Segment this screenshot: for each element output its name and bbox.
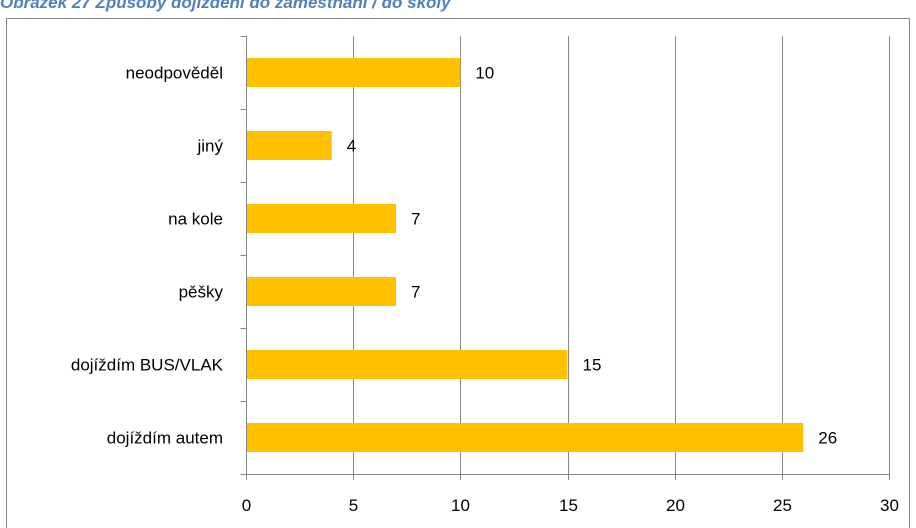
x-tick-label: 5 — [349, 496, 358, 515]
x-tick-label: 15 — [559, 496, 578, 515]
x-tick-label: 0 — [242, 496, 251, 515]
x-tick-label: 10 — [451, 496, 470, 515]
data-label: 4 — [347, 137, 356, 156]
bar-2 — [247, 204, 397, 233]
x-tick-label: 20 — [666, 496, 685, 515]
bar-1 — [247, 131, 332, 160]
category-label: na kole — [168, 210, 223, 229]
x-tick-label: 25 — [773, 496, 792, 515]
category-label: neodpověděl — [126, 64, 223, 83]
bar-4 — [247, 350, 568, 379]
data-label: 7 — [411, 210, 420, 229]
data-label: 10 — [475, 64, 494, 83]
bar-5 — [247, 423, 804, 452]
x-tick-label: 30 — [880, 496, 899, 515]
category-label: pěšky — [179, 283, 224, 302]
data-label: 7 — [411, 283, 420, 302]
bar-3 — [247, 277, 397, 306]
category-label: dojíždím autem — [107, 429, 223, 448]
category-label: jiný — [196, 137, 223, 156]
data-label: 15 — [583, 356, 602, 375]
data-label: 26 — [818, 429, 837, 448]
bar-0 — [247, 58, 461, 87]
figure-caption: Obrázek 27 Způsoby dojíždění do zaměstná… — [0, 0, 451, 12]
category-label: dojíždím BUS/VLAK — [71, 356, 224, 375]
